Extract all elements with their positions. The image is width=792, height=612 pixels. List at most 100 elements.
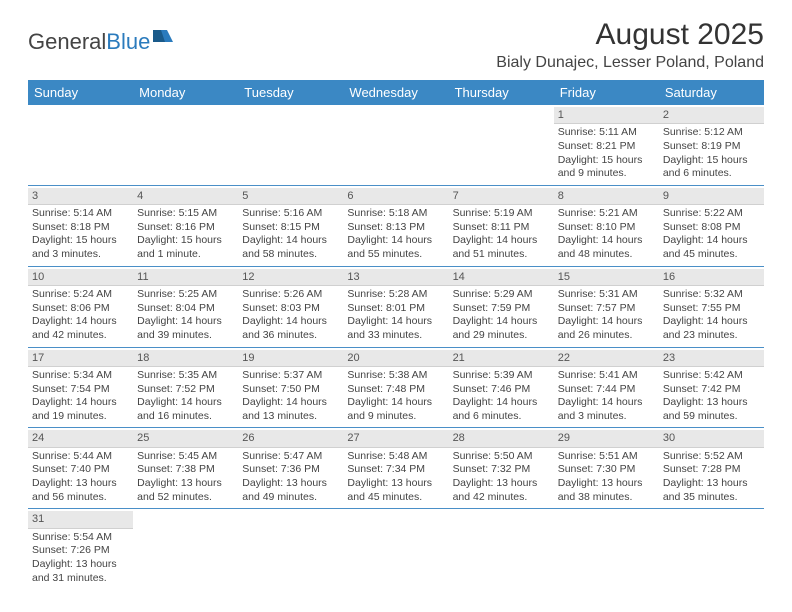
day-number: 13 [343, 269, 448, 286]
sunset-text: Sunset: 8:08 PM [663, 221, 760, 235]
day-header: Sunday [28, 80, 133, 105]
daylight-text: and 29 minutes. [453, 329, 550, 343]
day-header: Monday [133, 80, 238, 105]
sunrise-text: Sunrise: 5:25 AM [137, 288, 234, 302]
day-number: 6 [343, 188, 448, 205]
daylight-text: Daylight: 13 hours [32, 558, 129, 572]
daylight-text: and 3 minutes. [558, 410, 655, 424]
daylight-text: and 19 minutes. [32, 410, 129, 424]
day-number: 3 [28, 188, 133, 205]
daylight-text: and 39 minutes. [137, 329, 234, 343]
calendar-cell-empty [238, 509, 343, 589]
daylight-text: and 56 minutes. [32, 491, 129, 505]
sunrise-text: Sunrise: 5:42 AM [663, 369, 760, 383]
daylight-text: and 6 minutes. [453, 410, 550, 424]
calendar-cell: 28Sunrise: 5:50 AMSunset: 7:32 PMDayligh… [449, 428, 554, 508]
daylight-text: and 55 minutes. [347, 248, 444, 262]
sunset-text: Sunset: 7:34 PM [347, 463, 444, 477]
calendar-cell: 20Sunrise: 5:38 AMSunset: 7:48 PMDayligh… [343, 348, 448, 428]
sunset-text: Sunset: 7:28 PM [663, 463, 760, 477]
calendar-weeks: 1Sunrise: 5:11 AMSunset: 8:21 PMDaylight… [28, 105, 764, 589]
sunrise-text: Sunrise: 5:34 AM [32, 369, 129, 383]
sunset-text: Sunset: 7:50 PM [242, 383, 339, 397]
day-header: Saturday [659, 80, 764, 105]
sunset-text: Sunset: 7:48 PM [347, 383, 444, 397]
calendar-cell: 8Sunrise: 5:21 AMSunset: 8:10 PMDaylight… [554, 186, 659, 266]
day-number: 20 [343, 350, 448, 367]
calendar-cell-empty [449, 105, 554, 185]
daylight-text: and 9 minutes. [347, 410, 444, 424]
sunset-text: Sunset: 7:59 PM [453, 302, 550, 316]
day-number: 12 [238, 269, 343, 286]
calendar-cell: 14Sunrise: 5:29 AMSunset: 7:59 PMDayligh… [449, 267, 554, 347]
calendar-cell: 5Sunrise: 5:16 AMSunset: 8:15 PMDaylight… [238, 186, 343, 266]
daylight-text: Daylight: 15 hours [137, 234, 234, 248]
daylight-text: Daylight: 13 hours [453, 477, 550, 491]
sunrise-text: Sunrise: 5:44 AM [32, 450, 129, 464]
month-title: August 2025 [496, 18, 764, 52]
sunrise-text: Sunrise: 5:24 AM [32, 288, 129, 302]
daylight-text: Daylight: 14 hours [453, 396, 550, 410]
daylight-text: and 49 minutes. [242, 491, 339, 505]
calendar-week: 10Sunrise: 5:24 AMSunset: 8:06 PMDayligh… [28, 267, 764, 348]
day-number: 4 [133, 188, 238, 205]
daylight-text: Daylight: 14 hours [558, 234, 655, 248]
day-header: Wednesday [343, 80, 448, 105]
day-header: Tuesday [238, 80, 343, 105]
sunrise-text: Sunrise: 5:32 AM [663, 288, 760, 302]
daylight-text: and 35 minutes. [663, 491, 760, 505]
daylight-text: and 23 minutes. [663, 329, 760, 343]
sunset-text: Sunset: 8:13 PM [347, 221, 444, 235]
day-number: 25 [133, 430, 238, 447]
day-number: 23 [659, 350, 764, 367]
daylight-text: Daylight: 13 hours [137, 477, 234, 491]
daylight-text: and 51 minutes. [453, 248, 550, 262]
sunrise-text: Sunrise: 5:39 AM [453, 369, 550, 383]
calendar-cell-empty [133, 509, 238, 589]
daylight-text: and 58 minutes. [242, 248, 339, 262]
daylight-text: and 6 minutes. [663, 167, 760, 181]
calendar-cell: 15Sunrise: 5:31 AMSunset: 7:57 PMDayligh… [554, 267, 659, 347]
day-number: 8 [554, 188, 659, 205]
sunrise-text: Sunrise: 5:16 AM [242, 207, 339, 221]
calendar-cell: 27Sunrise: 5:48 AMSunset: 7:34 PMDayligh… [343, 428, 448, 508]
day-number: 31 [28, 511, 133, 528]
calendar-cell: 12Sunrise: 5:26 AMSunset: 8:03 PMDayligh… [238, 267, 343, 347]
sunset-text: Sunset: 8:16 PM [137, 221, 234, 235]
daylight-text: and 36 minutes. [242, 329, 339, 343]
daylight-text: and 26 minutes. [558, 329, 655, 343]
calendar-cell: 10Sunrise: 5:24 AMSunset: 8:06 PMDayligh… [28, 267, 133, 347]
sunset-text: Sunset: 8:10 PM [558, 221, 655, 235]
daylight-text: and 38 minutes. [558, 491, 655, 505]
title-block: August 2025 Bialy Dunajec, Lesser Poland… [496, 18, 764, 72]
daylight-text: and 48 minutes. [558, 248, 655, 262]
day-number: 26 [238, 430, 343, 447]
sunset-text: Sunset: 7:55 PM [663, 302, 760, 316]
daylight-text: and 13 minutes. [242, 410, 339, 424]
daylight-text: Daylight: 15 hours [663, 154, 760, 168]
calendar-week: 31Sunrise: 5:54 AMSunset: 7:26 PMDayligh… [28, 509, 764, 589]
calendar-cell: 31Sunrise: 5:54 AMSunset: 7:26 PMDayligh… [28, 509, 133, 589]
calendar-cell: 4 Sunrise: 5:15 AMSunset: 8:16 PMDaylight… [133, 186, 238, 266]
day-number: 16 [659, 269, 764, 286]
day-number: 29 [554, 430, 659, 447]
sunrise-text: Sunrise: 5:31 AM [558, 288, 655, 302]
daylight-text: Daylight: 14 hours [453, 315, 550, 329]
daylight-text: Daylight: 14 hours [32, 315, 129, 329]
daylight-text: and 33 minutes. [347, 329, 444, 343]
daylight-text: Daylight: 13 hours [242, 477, 339, 491]
day-number: 18 [133, 350, 238, 367]
calendar-cell: 25Sunrise: 5:45 AMSunset: 7:38 PMDayligh… [133, 428, 238, 508]
daylight-text: Daylight: 13 hours [663, 396, 760, 410]
sunset-text: Sunset: 7:38 PM [137, 463, 234, 477]
day-header: Friday [554, 80, 659, 105]
calendar-cell: 11Sunrise: 5:25 AMSunset: 8:04 PMDayligh… [133, 267, 238, 347]
sunrise-text: Sunrise: 5:15 AM [137, 207, 234, 221]
daylight-text: Daylight: 14 hours [242, 396, 339, 410]
calendar-cell: 22Sunrise: 5:41 AMSunset: 7:44 PMDayligh… [554, 348, 659, 428]
sunset-text: Sunset: 8:01 PM [347, 302, 444, 316]
day-number: 14 [449, 269, 554, 286]
day-number: 10 [28, 269, 133, 286]
sunrise-text: Sunrise: 5:41 AM [558, 369, 655, 383]
calendar-cell: 24Sunrise: 5:44 AMSunset: 7:40 PMDayligh… [28, 428, 133, 508]
